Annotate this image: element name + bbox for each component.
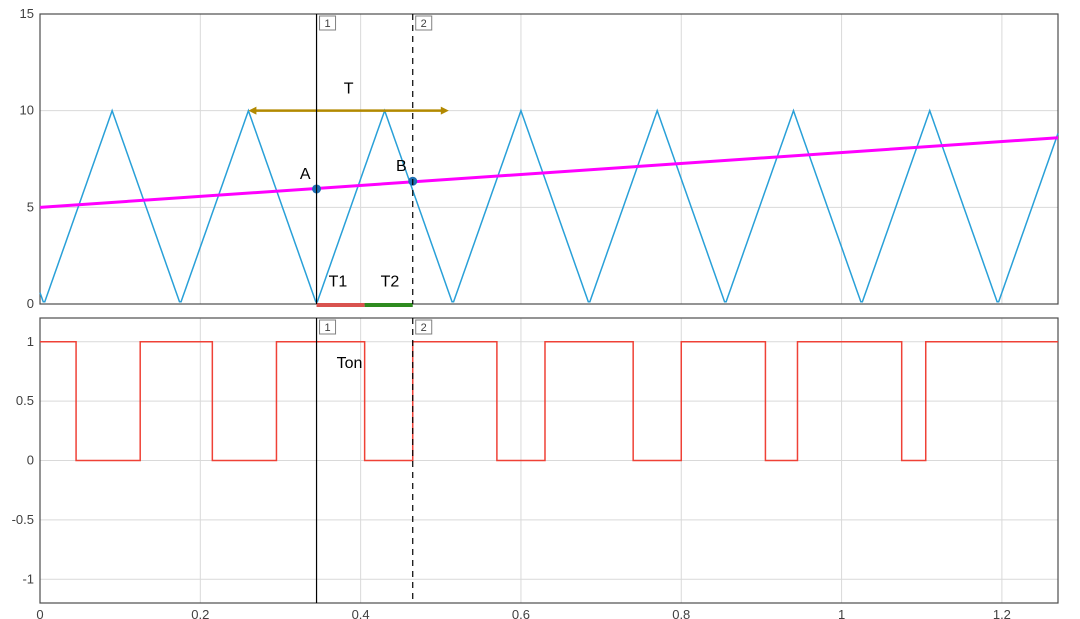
- chart-svg: 051015TT1T2AB12-1-0.500.5100.20.40.60.81…: [0, 0, 1080, 619]
- svg-text:0: 0: [27, 296, 34, 311]
- triangle-wave: [40, 111, 1058, 302]
- label-Ton: Ton: [337, 355, 363, 372]
- svg-text:1: 1: [838, 607, 845, 619]
- svg-text:0.6: 0.6: [512, 607, 530, 619]
- svg-text:0.5: 0.5: [16, 393, 34, 408]
- cursor-label-2: 2: [421, 322, 427, 334]
- label-point-A: A: [300, 166, 311, 183]
- svg-text:0.8: 0.8: [672, 607, 690, 619]
- svg-text:-0.5: -0.5: [12, 512, 34, 527]
- label-T2: T2: [381, 274, 400, 291]
- svg-text:-1: -1: [22, 571, 34, 586]
- label-T: T: [344, 80, 354, 97]
- cursor-label-1: 1: [324, 18, 330, 30]
- cursor-label-1: 1: [324, 322, 330, 334]
- chart-stage: 051015TT1T2AB12-1-0.500.5100.20.40.60.81…: [0, 0, 1080, 619]
- svg-text:15: 15: [20, 6, 34, 21]
- label-T1: T1: [329, 274, 348, 291]
- svg-text:0.2: 0.2: [191, 607, 209, 619]
- ramp-line: [40, 138, 1058, 208]
- svg-text:1: 1: [27, 334, 34, 349]
- svg-text:0: 0: [27, 453, 34, 468]
- svg-text:5: 5: [27, 199, 34, 214]
- svg-text:1.2: 1.2: [993, 607, 1011, 619]
- svg-text:0: 0: [36, 607, 43, 619]
- svg-text:0.4: 0.4: [352, 607, 370, 619]
- cursor-label-2: 2: [421, 18, 427, 30]
- svg-text:10: 10: [20, 103, 34, 118]
- label-point-B: B: [396, 158, 407, 175]
